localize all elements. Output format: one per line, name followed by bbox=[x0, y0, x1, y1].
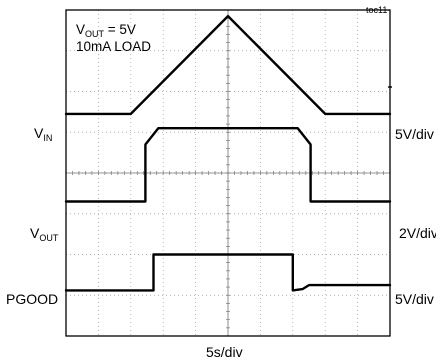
trace-label-vout-symbol: V bbox=[30, 225, 40, 241]
annotation-vout: VOUT = 5V bbox=[76, 22, 136, 39]
annotation-vout-value: = 5V bbox=[104, 22, 136, 37]
annotation-load: 10mA LOAD bbox=[76, 39, 152, 54]
scale-label-vin: 5V/div bbox=[395, 126, 434, 142]
trace-vout bbox=[64, 126, 392, 203]
grid bbox=[65, 9, 391, 337]
plot-frame bbox=[65, 9, 391, 337]
trace-vin bbox=[64, 14, 392, 116]
scale-label-vout: 2V/div bbox=[399, 225, 436, 241]
figure-tag: toc11 bbox=[366, 5, 388, 15]
annotation-vout-symbol: V bbox=[76, 22, 86, 37]
traces bbox=[64, 14, 392, 292]
trace-pgood bbox=[64, 253, 392, 292]
trace-label-vin-subscript: IN bbox=[43, 133, 53, 143]
trace-label-vout-subscript: OUT bbox=[39, 233, 59, 243]
trace-label-vin-symbol: V bbox=[34, 125, 44, 141]
x-axis-label: 5s/div bbox=[206, 344, 243, 360]
trace-label-pgood: PGOOD bbox=[6, 291, 59, 307]
scale-label-pgood: 5V/div bbox=[395, 291, 434, 307]
trace-label-vout: VOUT bbox=[30, 225, 59, 243]
annotation-vout-subscript: OUT bbox=[85, 29, 105, 39]
trace-label-vin: VIN bbox=[34, 125, 53, 143]
